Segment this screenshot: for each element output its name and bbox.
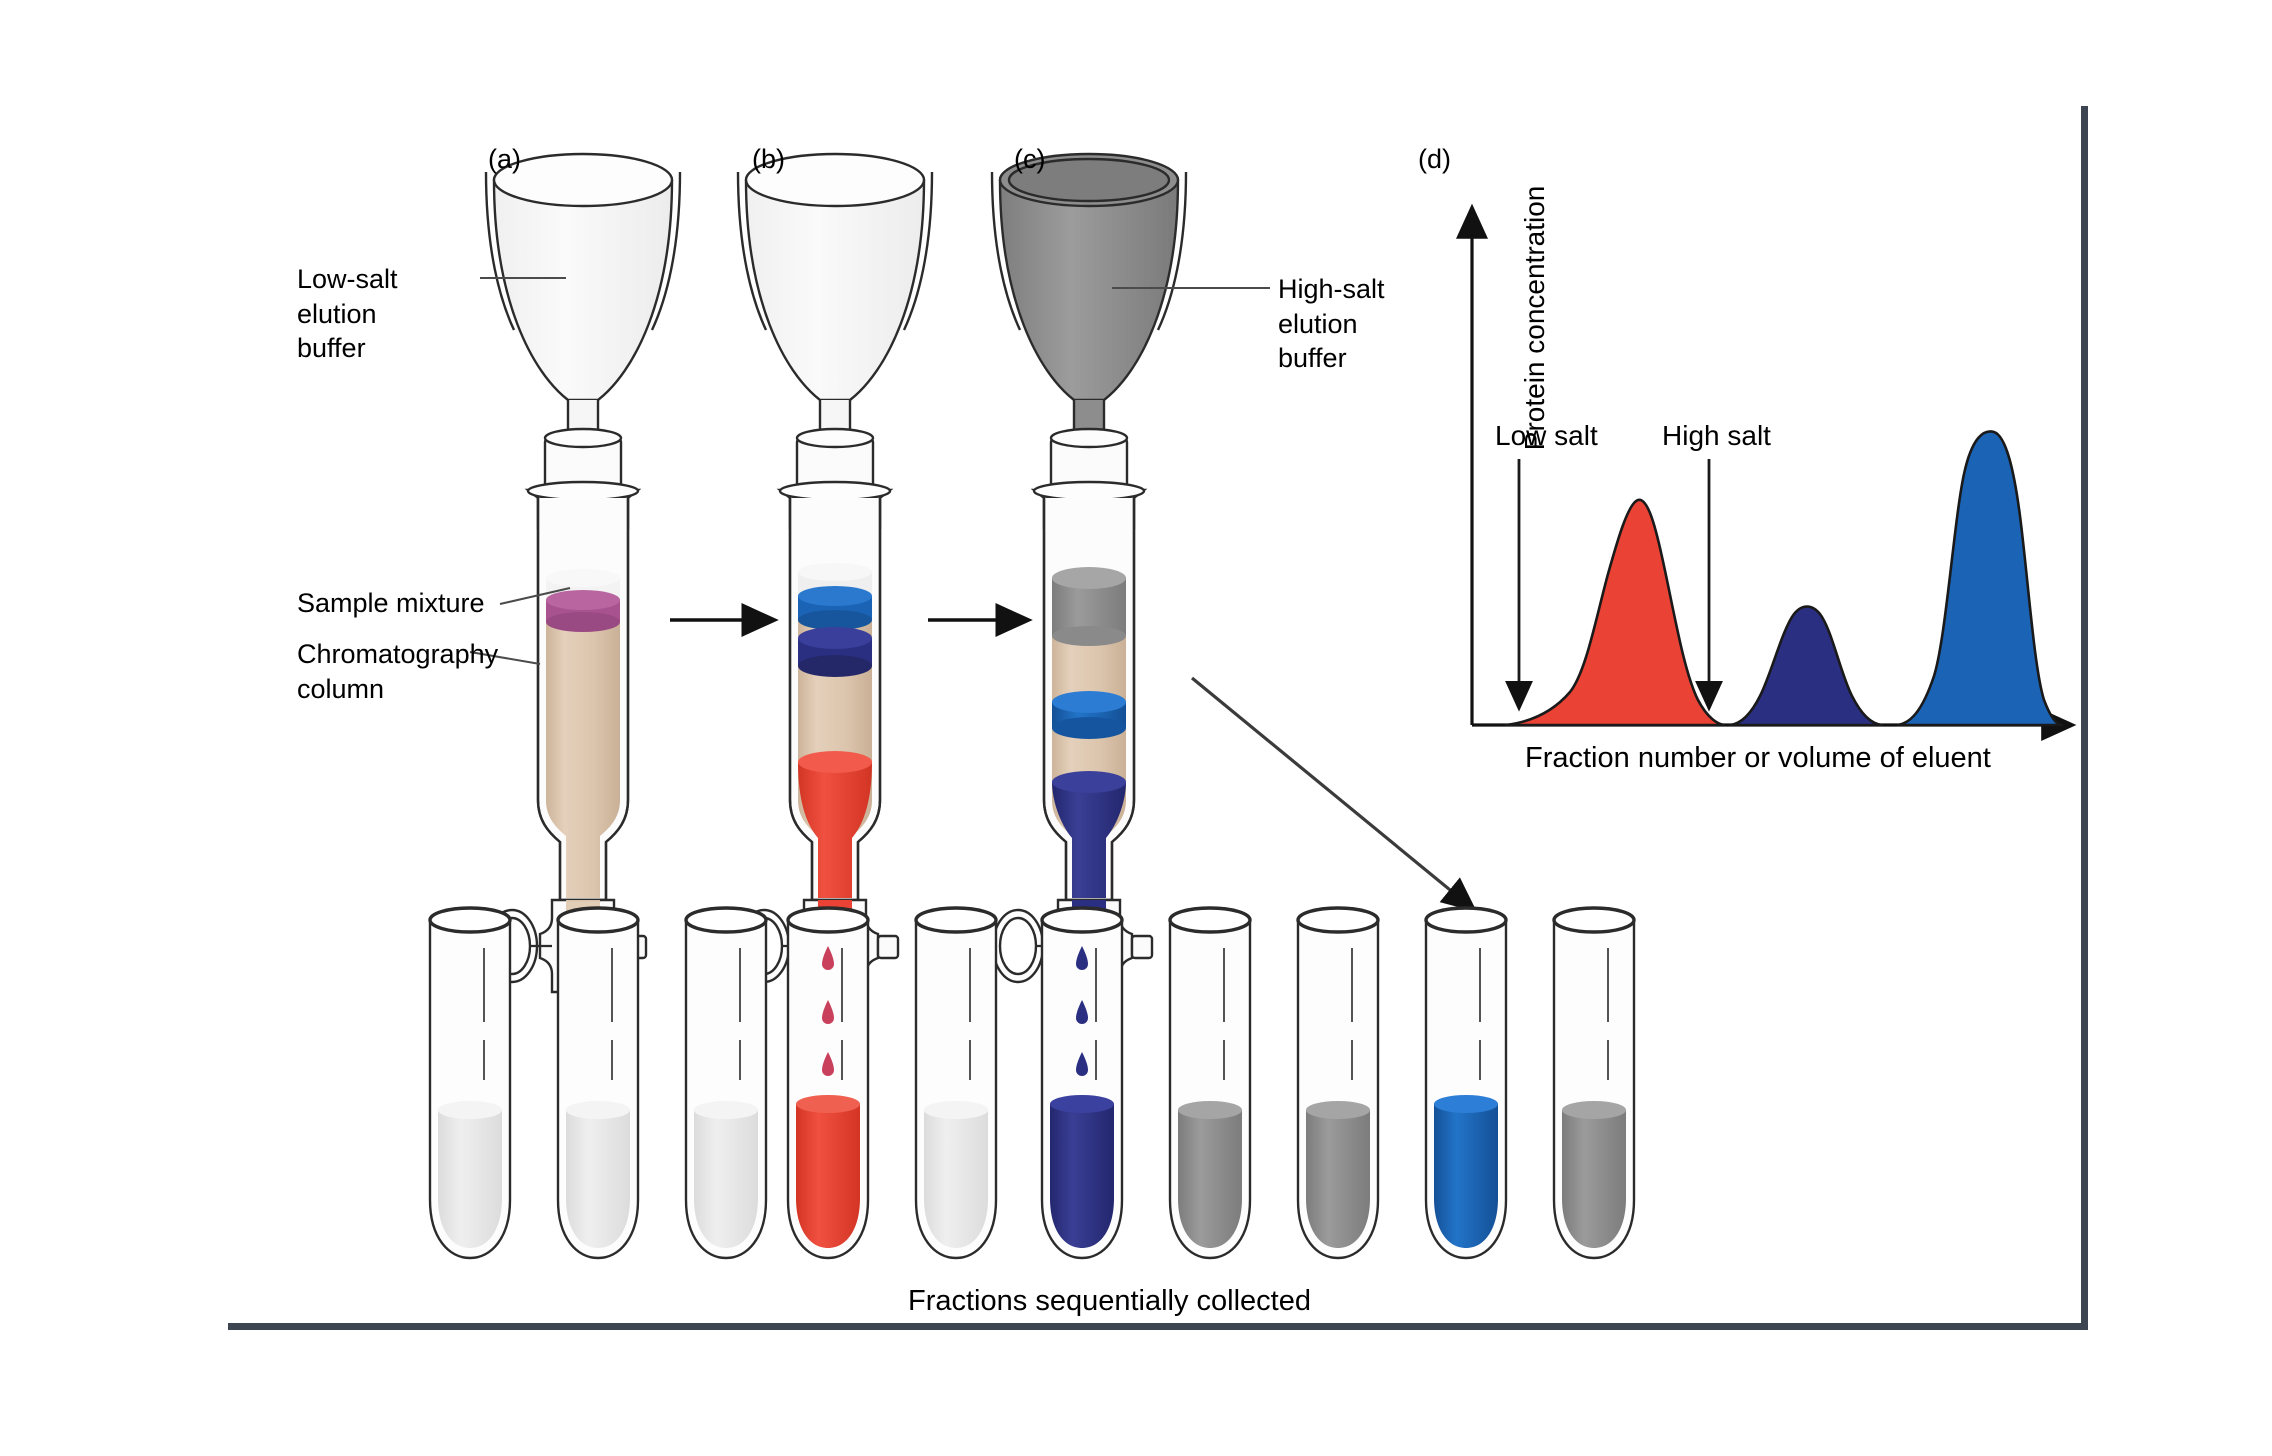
test-tube [556,906,640,1260]
panel-letter-a: (a) [488,144,521,174]
leader-sample-mixture [499,587,571,605]
elution-profile-chart [1456,203,2077,741]
process-arrow-c-to-tubes [1190,676,1477,913]
panel-letter-c: (c) [1014,144,1046,174]
high-salt-annotation-label: High salt [1662,420,1771,451]
low-salt-buffer-label: Low-salt elution buffer [297,264,398,364]
high-salt-buffer-label: High-salt elution buffer [1278,274,1385,374]
test-tube [1424,906,1508,1260]
test-tube [1168,906,1252,1260]
chromatography-column-label: Chromatography column [297,639,499,704]
sample-mixture-label: Sample mixture [297,588,485,618]
figure-border-frame [228,106,2088,1330]
chart-x-axis-label: Fraction number or volume of eluent [1525,742,1991,774]
chart-series-red [1504,498,1726,727]
panel-letter-d: (d) [1418,144,1451,174]
test-tube [1552,906,1636,1260]
panel-letter-b: (b) [752,144,785,174]
test-tube-rack [428,906,1636,1260]
test-tube [428,906,512,1260]
test-tube [786,906,870,1260]
chart-series-blue [1896,430,2064,727]
chart-series-darkblue [1728,605,1884,727]
test-tube [1296,906,1380,1260]
leader-chromatography-column [469,651,541,665]
test-tube [684,906,768,1260]
test-tube [914,906,998,1260]
fractions-caption: Fractions sequentially collected [908,1285,1311,1317]
chart-series-group [1504,430,2064,727]
low-salt-annotation-label: Low salt [1495,420,1598,451]
test-tube [1040,906,1124,1260]
